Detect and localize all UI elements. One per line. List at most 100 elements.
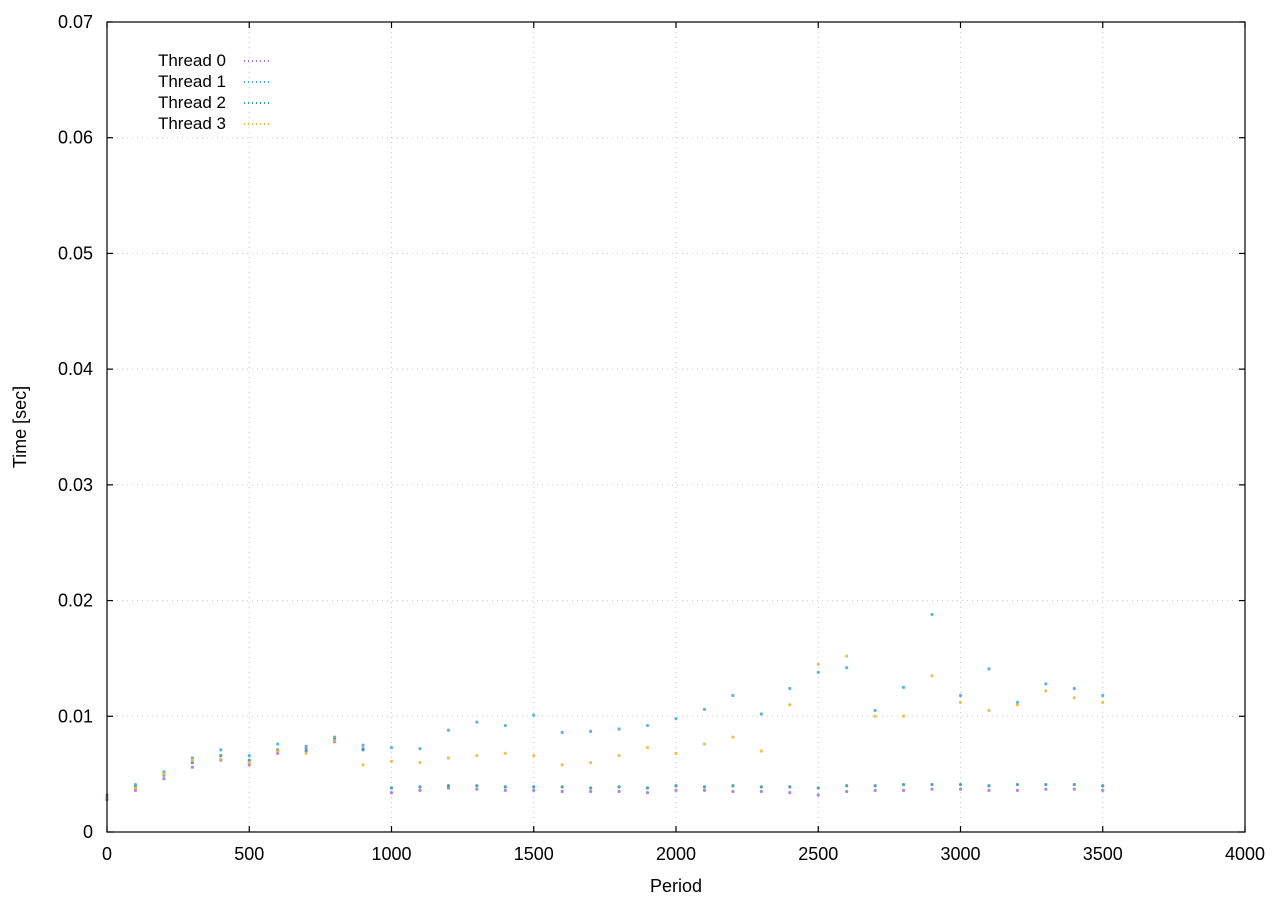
data-point bbox=[1015, 703, 1020, 707]
data-point bbox=[902, 782, 906, 787]
data-point bbox=[219, 757, 223, 761]
data-point bbox=[788, 791, 792, 795]
data-point bbox=[958, 782, 963, 787]
data-point bbox=[674, 788, 678, 792]
data-point bbox=[333, 738, 337, 743]
data-point bbox=[731, 789, 735, 794]
x-tick-label: 3500 bbox=[1083, 844, 1123, 864]
y-tick-label: 0 bbox=[83, 822, 93, 842]
series-thread-0 bbox=[105, 740, 1105, 802]
data-point bbox=[475, 787, 479, 791]
data-point bbox=[930, 787, 934, 791]
data-point bbox=[276, 751, 280, 755]
data-point bbox=[589, 789, 593, 794]
y-tick-label: 0.06 bbox=[58, 128, 93, 148]
data-point bbox=[873, 784, 877, 788]
data-point bbox=[759, 785, 763, 789]
data-point bbox=[133, 786, 138, 790]
y-tick-label: 0.02 bbox=[58, 591, 93, 611]
data-point bbox=[702, 742, 707, 746]
data-point bbox=[162, 770, 166, 774]
data-point bbox=[276, 749, 280, 753]
data-point bbox=[702, 788, 707, 792]
data-point bbox=[1044, 787, 1048, 791]
data-point bbox=[389, 786, 394, 790]
data-point bbox=[759, 749, 763, 753]
data-point bbox=[418, 760, 422, 765]
data-point bbox=[1101, 700, 1105, 705]
data-point bbox=[759, 789, 763, 794]
data-point bbox=[247, 760, 251, 765]
data-point bbox=[930, 674, 934, 678]
data-point bbox=[1072, 686, 1076, 691]
data-point bbox=[987, 784, 991, 788]
legend: Thread 0 Thread 1 Thread 2 Thread 3 bbox=[158, 51, 270, 133]
data-point bbox=[589, 786, 593, 790]
x-tick-label: 4000 bbox=[1225, 844, 1265, 864]
data-point bbox=[816, 662, 820, 666]
data-point bbox=[503, 751, 507, 755]
x-tick-label: 1500 bbox=[514, 844, 554, 864]
legend-label: Thread 1 bbox=[158, 72, 226, 91]
data-point bbox=[1072, 696, 1076, 700]
data-points bbox=[105, 612, 1105, 802]
x-tick-label: 2000 bbox=[656, 844, 696, 864]
data-point bbox=[361, 763, 365, 767]
data-point bbox=[1101, 788, 1105, 792]
y-tick-label: 0.05 bbox=[58, 243, 93, 263]
data-point bbox=[446, 728, 450, 732]
data-point bbox=[958, 787, 963, 791]
data-point bbox=[418, 747, 422, 751]
data-point bbox=[788, 703, 792, 707]
y-axis-label: Time [sec] bbox=[10, 386, 30, 468]
data-point bbox=[446, 784, 450, 788]
data-point bbox=[190, 756, 194, 760]
data-point bbox=[816, 786, 820, 790]
data-point bbox=[1015, 782, 1020, 787]
data-point bbox=[645, 791, 650, 795]
data-point bbox=[788, 686, 792, 691]
data-point bbox=[560, 730, 564, 735]
data-point bbox=[532, 713, 536, 717]
data-point bbox=[333, 735, 337, 739]
data-point bbox=[418, 785, 422, 789]
data-point bbox=[845, 789, 849, 794]
data-point bbox=[1101, 693, 1105, 698]
x-tick-label: 1000 bbox=[371, 844, 411, 864]
y-tick-label: 0.01 bbox=[58, 706, 93, 726]
data-point bbox=[589, 760, 593, 765]
legend-label: Thread 2 bbox=[158, 93, 226, 112]
data-point bbox=[389, 791, 394, 795]
data-point bbox=[247, 758, 251, 762]
data-point bbox=[958, 700, 963, 705]
legend-label: Thread 3 bbox=[158, 114, 226, 133]
data-point bbox=[845, 666, 849, 670]
data-point bbox=[902, 788, 906, 792]
data-point bbox=[674, 751, 678, 755]
data-point bbox=[304, 744, 308, 748]
data-point bbox=[1072, 787, 1076, 791]
data-point bbox=[304, 751, 308, 755]
data-point bbox=[645, 723, 650, 728]
data-point bbox=[162, 777, 166, 781]
data-point bbox=[162, 772, 166, 776]
legend-label: Thread 0 bbox=[158, 51, 226, 70]
data-point bbox=[702, 707, 707, 711]
data-point bbox=[560, 763, 564, 767]
x-axis-label: Period bbox=[650, 876, 702, 896]
y-tick-label: 0.03 bbox=[58, 475, 93, 495]
data-point bbox=[304, 747, 308, 751]
data-point bbox=[532, 785, 536, 789]
data-point bbox=[617, 785, 621, 789]
data-point bbox=[276, 742, 280, 746]
data-point bbox=[930, 782, 934, 787]
data-point bbox=[816, 793, 820, 797]
data-point bbox=[873, 788, 877, 792]
data-point bbox=[475, 784, 479, 788]
data-point bbox=[788, 785, 792, 789]
data-point bbox=[475, 720, 479, 724]
data-point bbox=[902, 685, 906, 689]
data-point bbox=[674, 717, 678, 721]
